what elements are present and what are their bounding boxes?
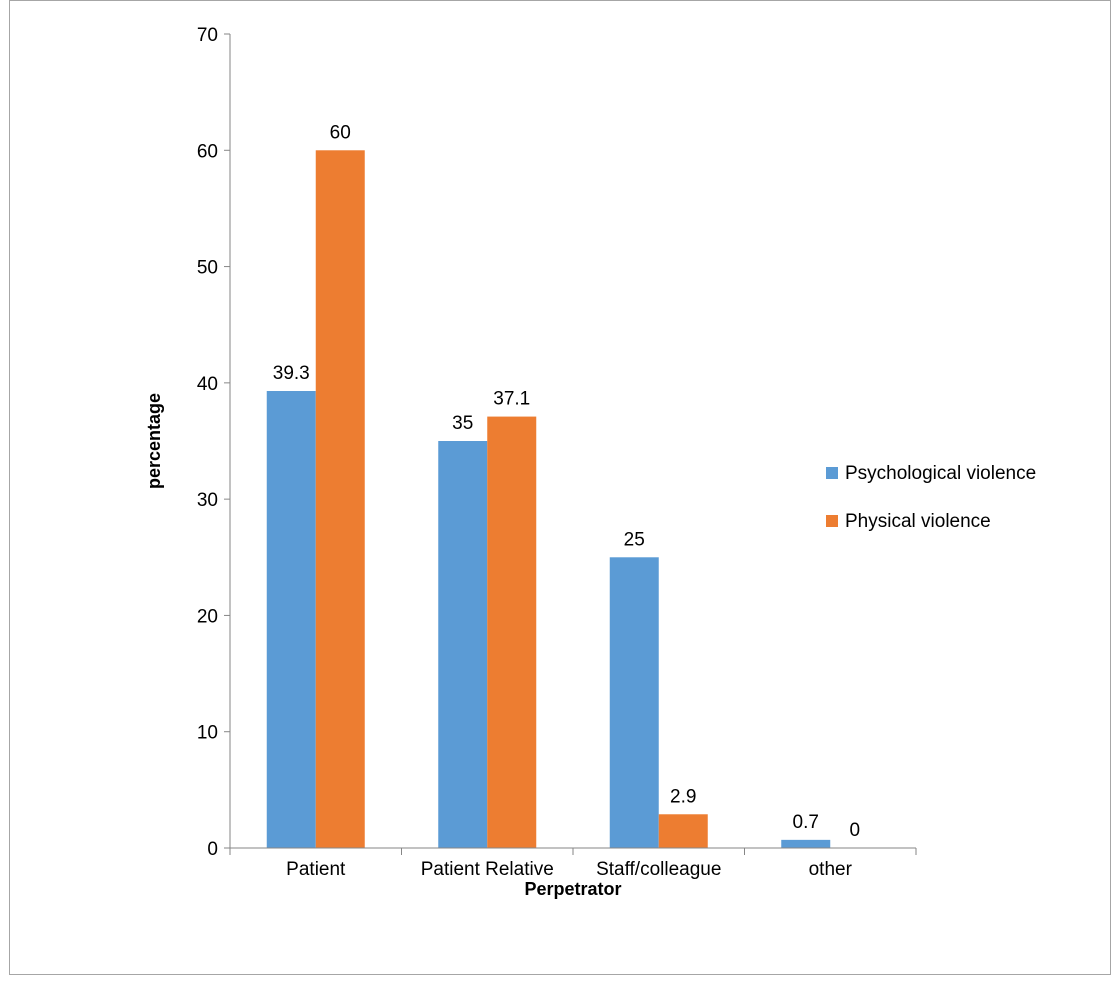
y-axis-title: percentage <box>144 393 164 489</box>
bar <box>609 557 659 848</box>
data-label: 25 <box>624 529 645 550</box>
data-label: 0.7 <box>793 812 819 833</box>
y-tick-label: 60 <box>197 141 218 162</box>
x-tick-label: Patient Relative <box>421 859 554 880</box>
data-label: 37.1 <box>493 389 530 410</box>
x-axis-title: Perpetrator <box>524 879 621 899</box>
legend-swatch <box>826 467 838 479</box>
data-label: 2.9 <box>670 786 696 807</box>
data-labels: 39.3 35 25 0.7 60 37.1 2.9 0 <box>273 122 860 841</box>
legend-label: Psychological violence <box>845 463 1036 484</box>
bar <box>781 839 831 848</box>
y-tick-label: 30 <box>197 490 218 511</box>
x-tick-label: other <box>809 859 853 880</box>
data-label: 0 <box>849 820 860 841</box>
y-axis-ticks: 0 10 20 30 40 50 60 70 <box>197 25 230 860</box>
legend-label: Physical violence <box>845 511 991 532</box>
data-label: 35 <box>452 413 473 434</box>
y-tick-label: 50 <box>197 258 218 279</box>
bar <box>487 416 537 848</box>
bar <box>658 814 708 848</box>
y-tick-label: 40 <box>197 374 218 395</box>
y-tick-label: 10 <box>197 723 218 744</box>
y-tick-label: 0 <box>207 839 218 860</box>
data-label: 60 <box>330 122 351 143</box>
x-tick-label: Staff/colleague <box>596 859 721 880</box>
y-tick-label: 70 <box>197 25 218 46</box>
y-tick-label: 20 <box>197 606 218 627</box>
chart-border <box>9 0 1111 975</box>
legend-swatch <box>826 515 838 527</box>
data-label: 39.3 <box>273 363 310 384</box>
bar <box>438 441 488 848</box>
bar <box>315 150 365 849</box>
bars <box>266 150 831 849</box>
bar <box>266 390 316 848</box>
x-axis-ticks: Patient Patient Relative Staff/colleague ot… <box>229 848 917 880</box>
x-tick-label: Patient <box>286 859 346 880</box>
legend: Psychological violence Physical violence <box>826 463 1036 532</box>
